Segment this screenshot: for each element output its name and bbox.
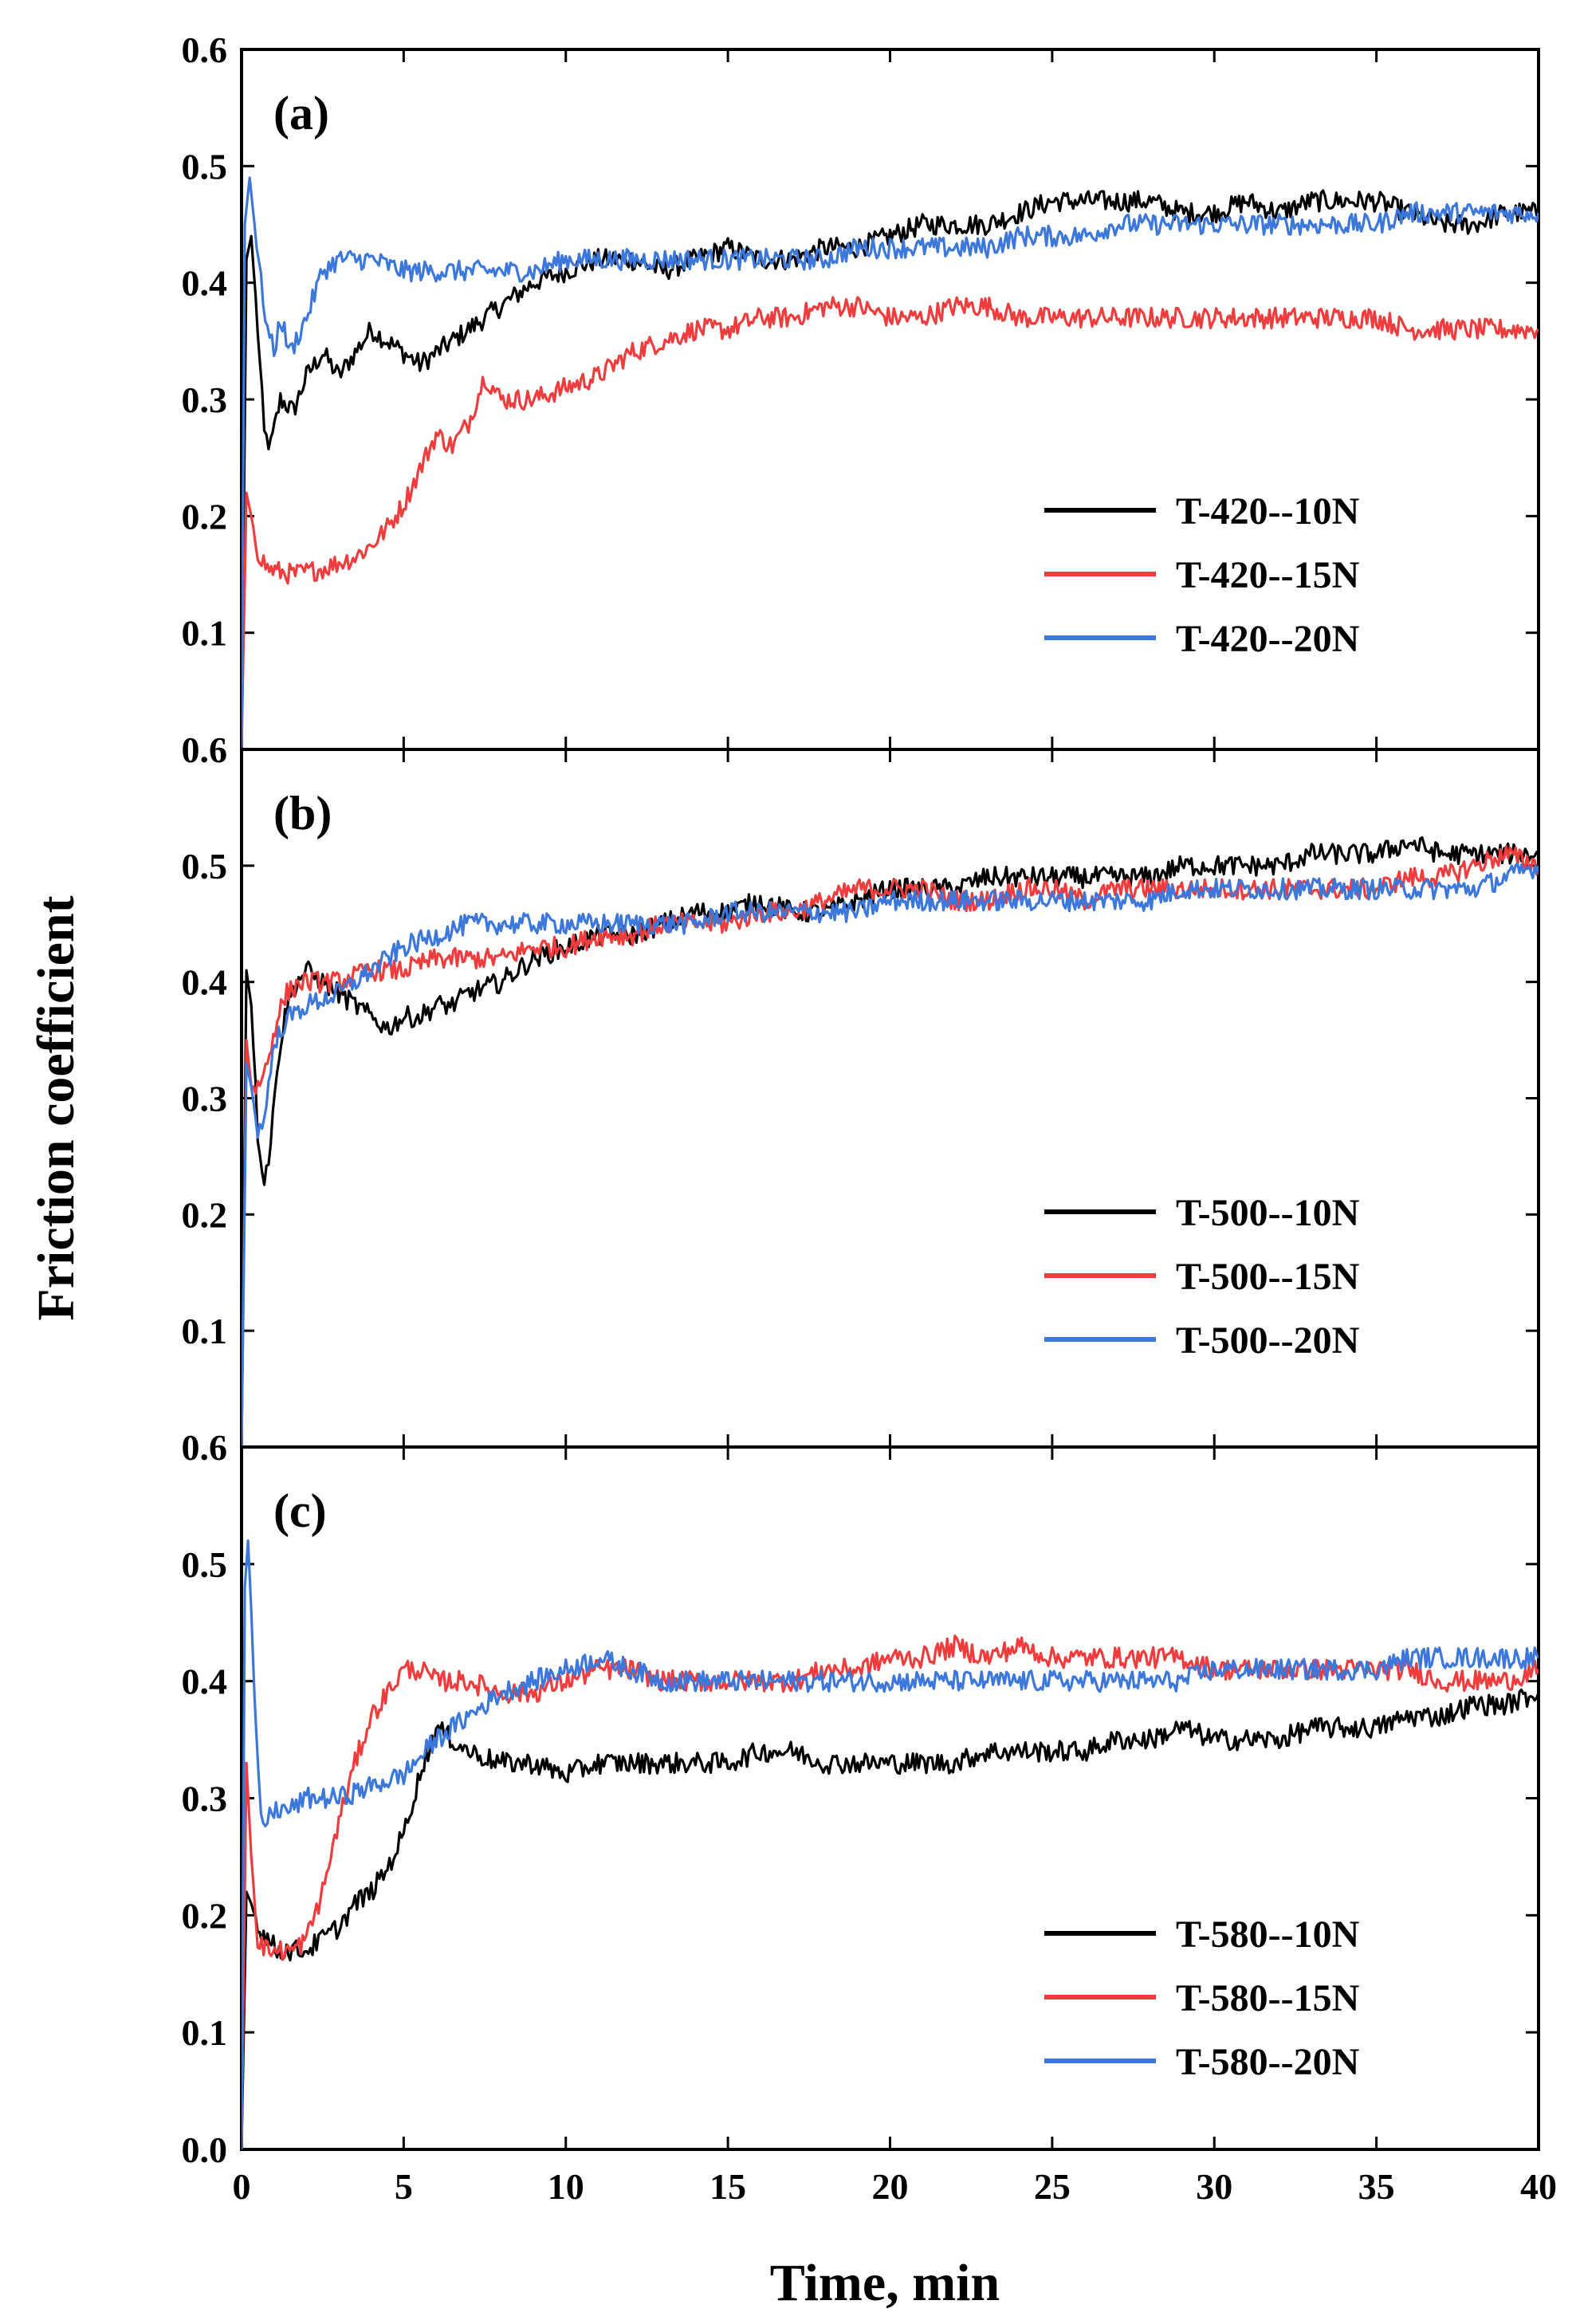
legend-label: T-580--15N — [1176, 1977, 1360, 2019]
y-tick-label: 0.0 — [182, 2129, 228, 2170]
x-tick-label: 10 — [548, 2166, 584, 2207]
y-axis-title: Friction coefficient — [27, 895, 85, 1320]
series-line-T-580--15N — [242, 1634, 1539, 2149]
panel-label: (c) — [273, 1484, 327, 1537]
x-tick-label: 30 — [1196, 2166, 1232, 2207]
legend-label: T-420--15N — [1176, 554, 1360, 596]
y-tick-label: 0.1 — [182, 1311, 228, 1351]
y-tick-label: 0.2 — [182, 1895, 228, 1936]
y-tick-label: 0.3 — [182, 1079, 228, 1119]
series-line-T-420--20N — [242, 176, 1539, 749]
y-tick-label: 0.2 — [182, 1194, 228, 1235]
y-tick-label: 0.4 — [182, 263, 228, 304]
y-tick-label: 0.5 — [182, 146, 228, 187]
legend-label: T-500--10N — [1176, 1192, 1360, 1234]
y-tick-label: 0.5 — [182, 1544, 228, 1585]
x-axis-title: Time, min — [770, 2254, 1000, 2312]
legend-label: T-500--15N — [1176, 1256, 1360, 1298]
panel-label: (b) — [273, 787, 332, 840]
legend-label: T-580--20N — [1176, 2041, 1360, 2083]
y-tick-label: 0.4 — [182, 1661, 228, 1702]
x-tick-label: 20 — [872, 2166, 909, 2207]
series-line-T-580--20N — [242, 1539, 1539, 2149]
y-tick-label: 0.4 — [182, 962, 228, 1003]
y-tick-label: 0.1 — [182, 613, 228, 654]
series-line-T-580--10N — [242, 1688, 1539, 2149]
panel-label: (a) — [273, 87, 329, 140]
x-tick-label: 40 — [1520, 2166, 1557, 2207]
y-tick-label: 0.3 — [182, 1779, 228, 1819]
panel-b: 0.1 0.2 0.3 0.4 0.5 0.6 (b) T-500--10N T-500--15… — [182, 729, 1540, 1449]
y-tick-label: 0.5 — [182, 846, 228, 887]
y-tick-label: 0.6 — [182, 29, 228, 70]
legend-label: T-420--20N — [1176, 618, 1360, 660]
legend-label: T-420--10N — [1176, 490, 1360, 533]
series-line-T-500--20N — [242, 862, 1539, 1447]
panel-a: 0.1 0.2 0.3 0.4 0.5 0.6 (a) T-420--10N T-420--15… — [182, 29, 1540, 751]
series-line-T-420--10N — [242, 189, 1539, 749]
y-tick-label: 0.6 — [182, 1427, 228, 1468]
x-tick-label: 5 — [395, 2166, 413, 2207]
series-line-T-500--10N — [242, 836, 1539, 1447]
panel-c: 0.0 0.1 0.2 0.3 0.4 0.5 0.6 0 5 10 15 20 25 30 35 40 (c)… — [182, 1427, 1558, 2207]
legend-label: T-580--10N — [1176, 1913, 1360, 1956]
legend-label: T-500--20N — [1176, 1319, 1360, 1362]
y-tick-label: 0.2 — [182, 496, 228, 537]
y-tick-label: 0.1 — [182, 2012, 228, 2053]
x-tick-label: 0 — [233, 2166, 251, 2207]
x-tick-label: 25 — [1034, 2166, 1071, 2207]
series-line-T-420--15N — [242, 296, 1539, 749]
x-tick-label: 35 — [1358, 2166, 1395, 2207]
x-tick-label: 15 — [709, 2166, 746, 2207]
panels: 0.1 0.2 0.3 0.4 0.5 0.6 (a) T-420--10N T-420--15… — [182, 29, 1558, 2207]
y-tick-label: 0.3 — [182, 379, 228, 420]
y-tick-label: 0.6 — [182, 729, 228, 770]
